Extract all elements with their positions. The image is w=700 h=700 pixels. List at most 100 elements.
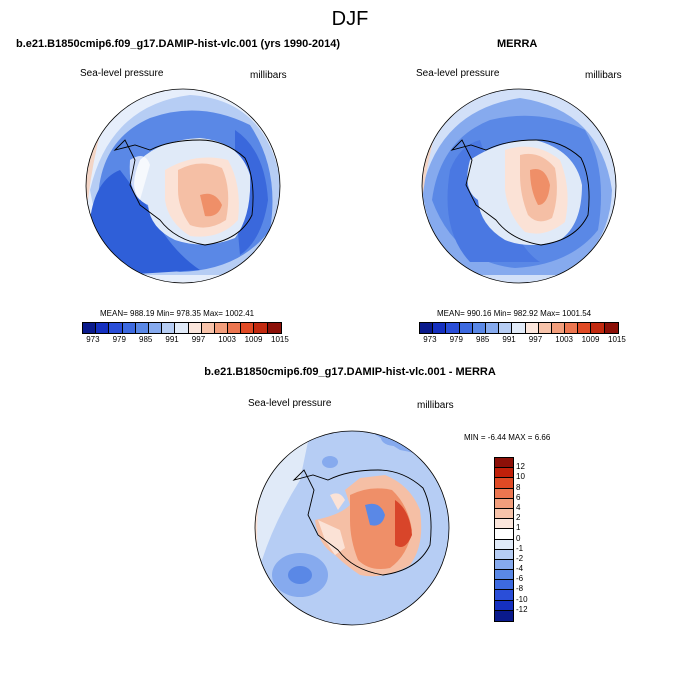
panel2-title: MERRA bbox=[497, 38, 538, 50]
colorbar-difference-tick-label: -6 bbox=[516, 574, 524, 584]
colorbar-difference-tick-label: -1 bbox=[516, 543, 524, 553]
colorbar-model-tick-label: 1009 bbox=[244, 335, 263, 344]
colorbar-difference-swatch bbox=[495, 590, 513, 601]
colorbar-merra-swatch bbox=[591, 323, 605, 333]
colorbar-difference-swatch bbox=[495, 600, 513, 611]
colorbar-difference-tick-label: -10 bbox=[516, 594, 528, 604]
colorbar-model-labels: 973 979 985 991 997 1003 1009 1015 bbox=[82, 335, 289, 345]
colorbar-model-tick-label: 991 bbox=[165, 335, 179, 344]
colorbar-model-tick-label: 997 bbox=[191, 335, 206, 344]
panel1-title: b.e21.B1850cmip6.f09_g17.DAMIP-hist-vlc.… bbox=[16, 38, 341, 50]
panel3-variable: Sea-level pressure bbox=[248, 398, 332, 409]
colorbar-model-swatch bbox=[201, 323, 215, 333]
map-difference-slp bbox=[255, 431, 449, 625]
colorbar-model-swatch bbox=[267, 323, 281, 333]
colorbar-merra-swatch bbox=[604, 323, 618, 333]
colorbar-model-swatch bbox=[135, 323, 149, 333]
colorbar-difference-swatch bbox=[495, 580, 513, 591]
colorbar-merra-swatch bbox=[420, 323, 434, 333]
colorbar-merra-labels: 973 979 985 991 997 1003 1009 1015 bbox=[419, 335, 626, 345]
colorbar-merra-tick-label: 979 bbox=[449, 335, 463, 344]
colorbar-merra-tick-label: 997 bbox=[528, 335, 543, 344]
colorbar-difference-swatch bbox=[495, 508, 513, 520]
colorbar-difference-tick-label: -2 bbox=[516, 553, 524, 563]
colorbar-difference-swatch bbox=[495, 539, 513, 550]
colorbar-difference-tick-label: 2 bbox=[516, 513, 521, 523]
colorbar-difference-swatch bbox=[495, 498, 513, 509]
panel2-stats: MEAN= 990.16 Min= 982.92 Max= 1001.54 bbox=[437, 309, 592, 318]
colorbar-difference-tick-label: 12 bbox=[516, 462, 525, 472]
figure-title: DJF bbox=[331, 8, 369, 30]
colorbar-difference-tick-label: 6 bbox=[516, 492, 521, 502]
colorbar-difference-swatch bbox=[495, 458, 513, 469]
map-model-slp bbox=[86, 89, 280, 283]
colorbar-merra-swatch bbox=[499, 323, 513, 333]
colorbar-model-tick-label: 1003 bbox=[218, 335, 236, 344]
colorbar-model-swatch bbox=[83, 323, 97, 333]
colorbar-model-swatch bbox=[188, 323, 202, 333]
colorbar-difference-tick-label: -8 bbox=[516, 584, 524, 594]
colorbar-model-swatch bbox=[122, 323, 136, 333]
panel2-units: millibars bbox=[585, 70, 622, 81]
colorbar-model-swatch bbox=[241, 323, 255, 333]
panel1-variable: Sea-level pressure bbox=[80, 68, 164, 79]
panel3-stats: MIN = -6.44 MAX = 6.66 bbox=[464, 433, 551, 442]
colorbar-model-swatch bbox=[214, 323, 229, 333]
colorbar-model-tick-label: 985 bbox=[139, 335, 153, 344]
colorbar-difference-tick-label: 0 bbox=[516, 533, 521, 543]
colorbar-merra-tick-label: 991 bbox=[502, 335, 516, 344]
colorbar-difference-tick-label: 1 bbox=[516, 523, 521, 533]
colorbar-difference-swatch bbox=[495, 559, 513, 571]
colorbar-merra-swatch bbox=[565, 323, 579, 333]
colorbar-model-swatch bbox=[96, 323, 110, 333]
colorbar-difference-tick-label: 10 bbox=[516, 472, 525, 482]
panel1-units: millibars bbox=[250, 70, 287, 81]
panel3-title: b.e21.B1850cmip6.f09_g17.DAMIP-hist-vlc.… bbox=[204, 366, 496, 378]
colorbar-difference-tick-label: -4 bbox=[516, 564, 524, 574]
colorbar-difference-swatch bbox=[495, 519, 513, 530]
colorbar-merra-swatch bbox=[538, 323, 552, 333]
colorbar-difference-tick-label: 8 bbox=[516, 482, 521, 492]
colorbar-merra-tick-label: 985 bbox=[476, 335, 490, 344]
colorbar-model-tick-label: 973 bbox=[86, 335, 100, 344]
colorbar-difference-swatch bbox=[495, 549, 513, 560]
colorbar-model-swatch bbox=[175, 323, 189, 333]
colorbar-model-swatch bbox=[162, 323, 176, 333]
panel2-variable: Sea-level pressure bbox=[416, 68, 500, 79]
colorbar-model-swatch bbox=[254, 323, 268, 333]
colorbar-difference-swatch bbox=[495, 529, 513, 540]
colorbar-difference-swatch bbox=[495, 570, 513, 581]
colorbar-difference-swatch bbox=[495, 478, 513, 489]
colorbar-model-tick-label: 979 bbox=[112, 335, 126, 344]
colorbar-merra-swatch bbox=[472, 323, 486, 333]
colorbar-merra-swatch bbox=[525, 323, 539, 333]
colorbar-merra-swatch bbox=[512, 323, 526, 333]
colorbar-model-tick-label: 1015 bbox=[271, 335, 289, 344]
colorbar-merra-swatch bbox=[446, 323, 460, 333]
colorbar-merra-tick-label: 1003 bbox=[555, 335, 573, 344]
colorbar-difference-swatch bbox=[495, 610, 513, 621]
colorbar-difference-swatch bbox=[495, 488, 513, 499]
colorbar-merra-swatch bbox=[551, 323, 566, 333]
colorbar-difference bbox=[494, 457, 514, 622]
panel1-stats: MEAN= 988.19 Min= 978.35 Max= 1002.41 bbox=[100, 309, 255, 318]
colorbar-merra-swatch bbox=[433, 323, 447, 333]
colorbar-model-swatch bbox=[148, 323, 163, 333]
colorbar-merra-swatch bbox=[459, 323, 473, 333]
map-merra-slp bbox=[422, 89, 616, 283]
colorbar-difference-tick-label: -12 bbox=[516, 604, 528, 614]
colorbar-merra-tick-label: 973 bbox=[423, 335, 437, 344]
colorbar-difference-labels: 12 10 8 6 4 2 1 0 -1 -2 -4 -6 -8 -10 -12 bbox=[516, 457, 556, 620]
colorbar-merra-tick-label: 1015 bbox=[608, 335, 626, 344]
panel3-units: millibars bbox=[417, 400, 454, 411]
colorbar-model-swatch bbox=[109, 323, 123, 333]
colorbar-difference-swatch bbox=[495, 468, 513, 479]
colorbar-merra-swatch bbox=[578, 323, 592, 333]
colorbar-merra-swatch bbox=[485, 323, 500, 333]
colorbar-merra bbox=[419, 322, 619, 334]
colorbar-difference-tick-label: 4 bbox=[516, 502, 521, 512]
colorbar-model bbox=[82, 322, 282, 334]
colorbar-model-swatch bbox=[228, 323, 242, 333]
colorbar-merra-tick-label: 1009 bbox=[581, 335, 600, 344]
